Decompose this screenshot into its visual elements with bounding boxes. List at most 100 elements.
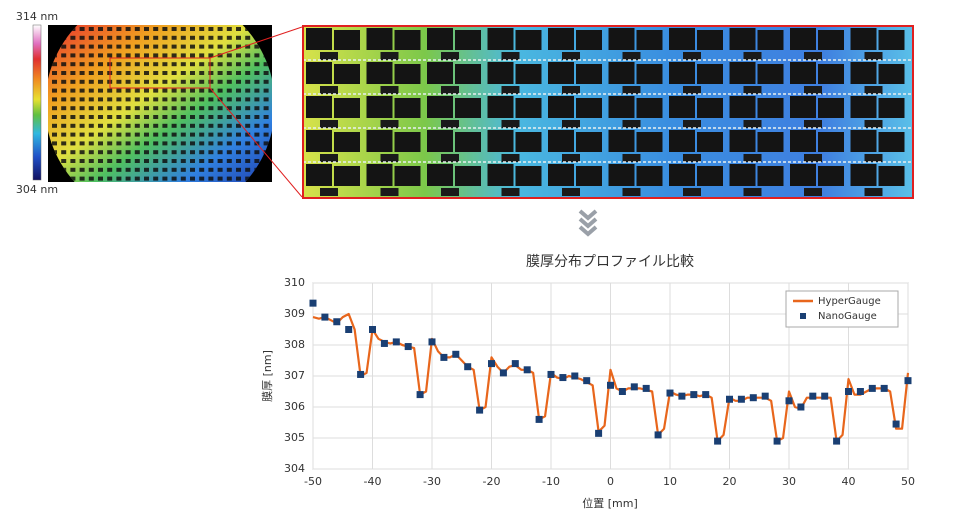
data-point <box>511 360 519 368</box>
data-point <box>726 395 733 403</box>
die <box>162 44 168 49</box>
die <box>88 71 94 75</box>
die <box>153 97 159 102</box>
die <box>757 166 784 186</box>
die <box>70 159 76 163</box>
data-point <box>345 326 353 333</box>
die <box>190 150 195 155</box>
die <box>180 106 186 111</box>
data-point <box>845 388 852 395</box>
die <box>850 164 877 186</box>
data-point <box>880 384 888 392</box>
die <box>729 164 756 186</box>
die <box>190 123 195 128</box>
die <box>380 120 399 128</box>
data-point <box>464 363 472 371</box>
die <box>254 150 260 155</box>
die <box>683 188 701 196</box>
die <box>190 132 195 137</box>
data-point <box>607 381 614 389</box>
die <box>608 96 635 118</box>
data-point <box>797 403 805 411</box>
die <box>487 164 514 186</box>
die <box>790 130 816 152</box>
die <box>818 166 844 186</box>
die <box>263 79 269 84</box>
die <box>562 86 580 94</box>
die <box>208 27 214 31</box>
die <box>236 35 241 40</box>
die <box>70 53 76 58</box>
die <box>217 132 223 137</box>
die <box>636 166 663 186</box>
die <box>125 132 131 137</box>
data-point <box>809 392 817 400</box>
die <box>818 132 844 152</box>
die <box>52 115 57 119</box>
die <box>190 176 195 181</box>
die <box>61 150 67 155</box>
die <box>134 44 140 49</box>
die <box>107 35 113 40</box>
x-tick-label: -30 <box>423 475 441 488</box>
data-point <box>571 372 579 380</box>
die <box>245 159 251 163</box>
die <box>88 176 94 181</box>
die <box>171 150 177 155</box>
die <box>153 35 159 40</box>
data-point <box>892 420 900 428</box>
die <box>125 62 131 67</box>
die <box>162 176 168 181</box>
die <box>116 62 122 67</box>
die <box>320 120 338 128</box>
die <box>79 35 85 40</box>
die <box>144 79 149 84</box>
legend-swatch <box>800 313 806 319</box>
x-tick-label: 50 <box>901 475 915 488</box>
die <box>180 115 186 119</box>
die <box>134 176 140 181</box>
die <box>790 164 816 186</box>
wafer-map <box>48 25 272 182</box>
die <box>208 62 214 67</box>
die <box>162 79 168 84</box>
die <box>757 30 784 50</box>
die <box>878 166 905 186</box>
die <box>208 35 214 40</box>
die <box>171 176 177 181</box>
die <box>729 28 756 50</box>
data-point <box>452 350 460 358</box>
die <box>116 167 122 172</box>
legend-label: NanoGauge <box>818 311 877 322</box>
zoom-region <box>109 57 211 89</box>
die <box>864 188 883 196</box>
die <box>199 53 205 58</box>
colorbar <box>32 24 42 181</box>
die <box>669 62 695 84</box>
die <box>226 150 232 155</box>
die <box>144 167 149 172</box>
die <box>366 28 393 50</box>
die <box>306 130 332 152</box>
die <box>427 96 453 118</box>
legend-box <box>785 290 899 328</box>
die <box>98 27 103 31</box>
die <box>134 141 140 146</box>
die <box>52 97 57 102</box>
die <box>70 141 76 146</box>
die <box>608 62 635 84</box>
die <box>226 132 232 137</box>
die <box>380 154 399 162</box>
die <box>88 35 94 40</box>
die <box>380 86 399 94</box>
die <box>683 86 701 94</box>
die <box>171 115 177 119</box>
die <box>116 27 122 31</box>
die <box>98 88 103 93</box>
die <box>254 132 260 137</box>
die <box>180 167 186 172</box>
die <box>162 123 168 128</box>
die <box>98 141 103 146</box>
die <box>88 141 94 146</box>
die <box>263 71 269 75</box>
